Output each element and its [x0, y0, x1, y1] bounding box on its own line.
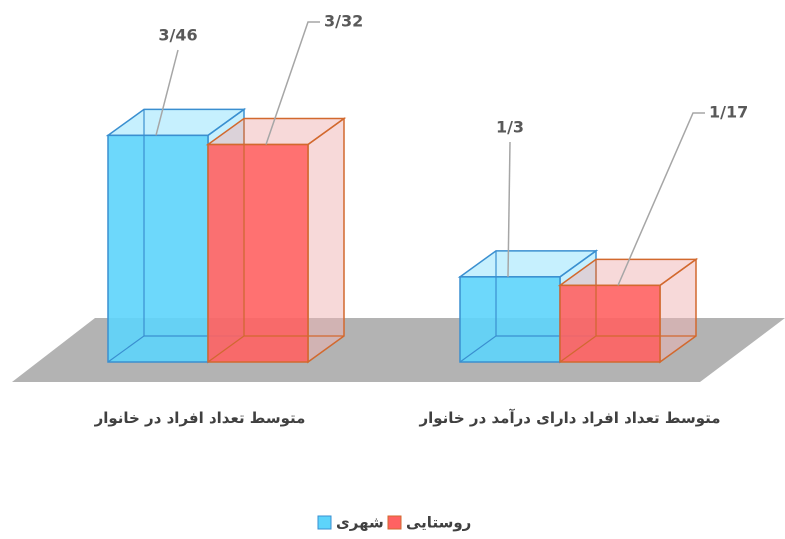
leader-line [617, 112, 705, 286]
leader-line [507, 141, 511, 277]
legend-label: شهری [336, 514, 384, 532]
legend-label: روستایی [406, 514, 471, 532]
bar [107, 134, 209, 363]
value-label: 1/3 [496, 118, 524, 137]
bar-side [307, 117, 345, 364]
leader-line [265, 21, 320, 145]
leader-line [155, 49, 179, 136]
legend-swatch [387, 515, 402, 530]
category-label: متوسط تعداد افراد دارای درآمد در خانوار [419, 409, 721, 427]
bar [459, 276, 561, 363]
value-label: 3/32 [324, 12, 363, 31]
value-label: 1/17 [709, 103, 748, 122]
legend-swatch [317, 515, 332, 530]
category-label: متوسط تعداد افراد در خانوار [94, 409, 306, 427]
value-label: 3/46 [158, 26, 197, 45]
bar [207, 143, 309, 363]
